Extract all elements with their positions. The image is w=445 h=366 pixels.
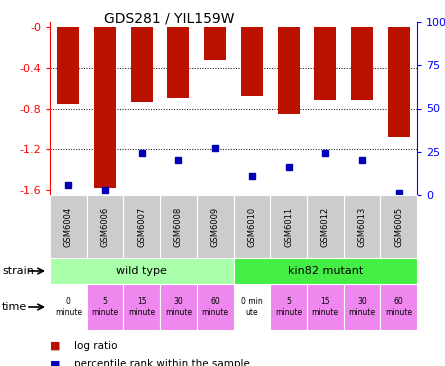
Text: 15
minute: 15 minute xyxy=(312,297,339,317)
Text: kin82 mutant: kin82 mutant xyxy=(287,266,363,276)
Text: 5
minute: 5 minute xyxy=(92,297,119,317)
Bar xyxy=(94,27,116,188)
Bar xyxy=(234,258,417,284)
Bar xyxy=(307,195,344,258)
Text: 0 min
ute: 0 min ute xyxy=(241,297,263,317)
Bar xyxy=(160,195,197,258)
Bar xyxy=(50,258,234,284)
Text: 30
minute: 30 minute xyxy=(348,297,376,317)
Bar xyxy=(380,284,417,330)
Bar xyxy=(241,27,263,96)
Bar xyxy=(57,27,79,104)
Bar xyxy=(87,195,123,258)
Bar xyxy=(270,284,307,330)
Bar xyxy=(278,27,299,113)
Bar xyxy=(344,195,380,258)
Text: strain: strain xyxy=(2,266,34,276)
Text: GSM6004: GSM6004 xyxy=(64,206,73,247)
Bar xyxy=(167,27,190,98)
Text: 15
minute: 15 minute xyxy=(128,297,155,317)
Bar xyxy=(344,284,380,330)
Bar xyxy=(234,284,270,330)
Bar xyxy=(234,195,270,258)
Text: log ratio: log ratio xyxy=(74,341,118,351)
Bar xyxy=(204,27,226,60)
Bar xyxy=(160,284,197,330)
Bar xyxy=(388,27,410,137)
Text: GSM6006: GSM6006 xyxy=(101,206,109,247)
Bar xyxy=(270,195,307,258)
Bar xyxy=(87,284,123,330)
Text: GDS281 / YIL159W: GDS281 / YIL159W xyxy=(104,12,235,26)
Bar xyxy=(351,27,373,100)
Text: GSM6007: GSM6007 xyxy=(137,206,146,247)
Text: time: time xyxy=(2,302,28,312)
Text: GSM6005: GSM6005 xyxy=(394,206,403,247)
Bar xyxy=(123,284,160,330)
Text: GSM6008: GSM6008 xyxy=(174,206,183,247)
Text: percentile rank within the sample: percentile rank within the sample xyxy=(74,359,251,366)
Bar xyxy=(50,195,87,258)
Bar xyxy=(197,284,234,330)
Text: GSM6011: GSM6011 xyxy=(284,206,293,247)
Text: ■: ■ xyxy=(50,341,61,351)
Text: GSM6012: GSM6012 xyxy=(321,206,330,247)
Text: GSM6013: GSM6013 xyxy=(357,206,366,247)
Text: 30
minute: 30 minute xyxy=(165,297,192,317)
Bar xyxy=(197,195,234,258)
Text: 60
minute: 60 minute xyxy=(202,297,229,317)
Text: GSM6010: GSM6010 xyxy=(247,206,256,247)
Text: ■: ■ xyxy=(50,359,61,366)
Text: 60
minute: 60 minute xyxy=(385,297,412,317)
Bar xyxy=(50,284,87,330)
Text: 5
minute: 5 minute xyxy=(275,297,302,317)
Text: wild type: wild type xyxy=(116,266,167,276)
Text: GSM6009: GSM6009 xyxy=(210,206,220,247)
Bar xyxy=(123,195,160,258)
Bar xyxy=(307,284,344,330)
Bar xyxy=(314,27,336,100)
Text: 0
minute: 0 minute xyxy=(55,297,82,317)
Bar xyxy=(380,195,417,258)
Bar xyxy=(131,27,153,102)
